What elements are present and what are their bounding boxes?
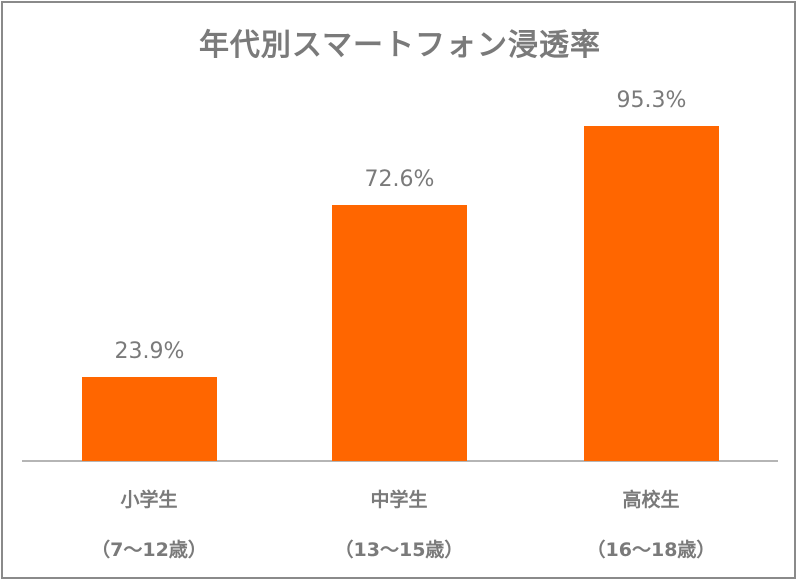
category-age-range: （16～18歳） <box>586 539 716 561</box>
bar-0 <box>82 377 217 461</box>
value-label: 72.6% <box>364 167 435 192</box>
x-axis-baseline <box>22 460 778 462</box>
value-label: 23.9% <box>114 339 185 364</box>
bar-1 <box>332 205 467 461</box>
category-label: 小学生 <box>120 489 178 511</box>
category-age-range: （13～15歳） <box>334 539 464 561</box>
chart-title: 年代別スマートフォン浸透率 <box>198 28 602 63</box>
category-age-range: （7～12歳） <box>91 539 207 561</box>
value-label: 95.3% <box>616 88 687 113</box>
category-label: 中学生 <box>370 489 428 511</box>
category-label: 高校生 <box>622 489 680 511</box>
bar-2 <box>584 126 719 461</box>
